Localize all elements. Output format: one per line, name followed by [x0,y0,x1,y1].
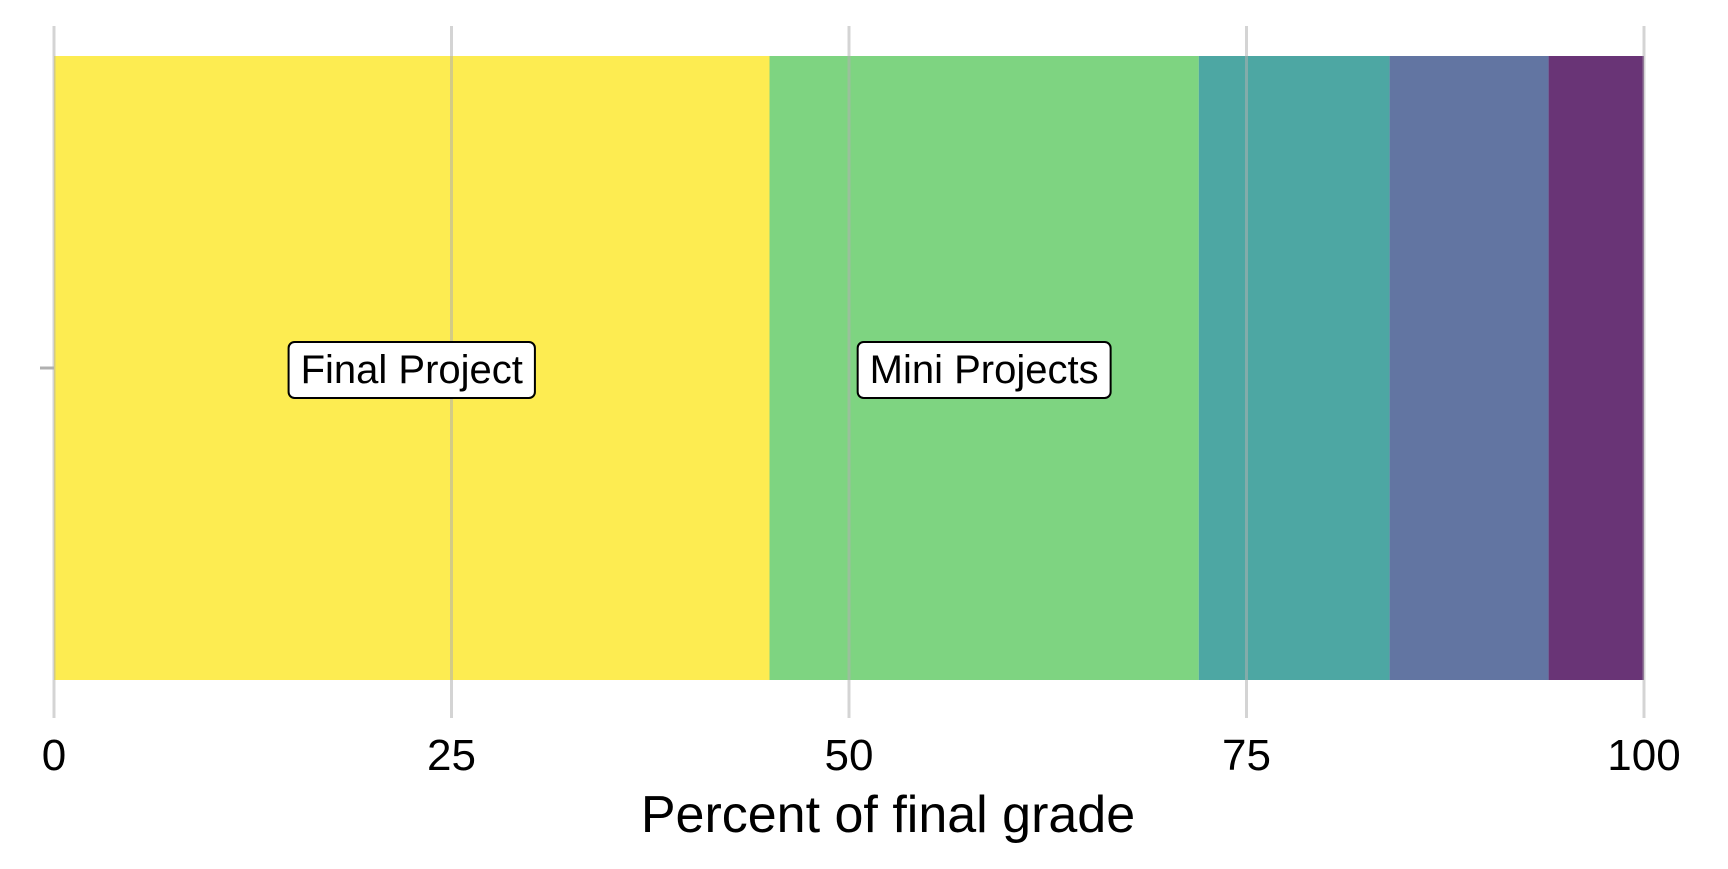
bar-segment-5 [1548,56,1644,680]
segment-label-box [287,341,536,399]
bar-segment-3 [1198,56,1390,680]
segment-label-2: Mini Projects [856,341,1112,399]
x-tick-label-0: 0 [42,731,66,780]
x-tick-label-100: 100 [1607,731,1680,780]
x-tick-label-50: 50 [825,731,874,780]
x-tick-label-25: 25 [427,731,476,780]
segment-label-text: Final Project [301,348,523,392]
x-tick-labels-layer: 0 25 50 75 100 [42,731,1681,780]
segment-label-box [856,341,1112,399]
x-axis-label: Percent of final grade [641,786,1135,844]
x-tick-label-75: 75 [1222,731,1271,780]
segment-labels-layer: Final Project Mini Projects [287,341,1112,399]
segment-label-1: Final Project [287,341,536,399]
segment-label-text: Mini Projects [870,348,1099,392]
bar-segment-4 [1389,56,1549,680]
